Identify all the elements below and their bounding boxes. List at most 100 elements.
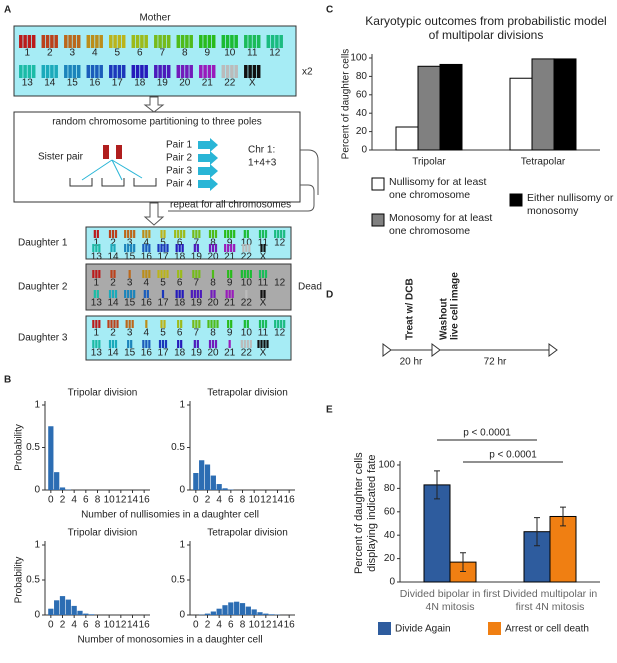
chromosome — [72, 35, 77, 48]
x-axis-label: Number of monosomies in a daughter cell — [77, 635, 262, 646]
bar — [531, 58, 555, 151]
chromosome — [117, 65, 122, 78]
chromosome — [117, 35, 122, 48]
chromosome-label: 12 — [269, 48, 281, 59]
chromosome — [54, 35, 58, 48]
chromosome — [225, 35, 230, 48]
chromosome — [224, 230, 227, 238]
chromosome — [113, 320, 116, 328]
chromosome — [164, 340, 168, 348]
chromosome-label: 14 — [44, 78, 56, 89]
chromosome-label: 16 — [141, 348, 153, 359]
chromosome — [160, 320, 163, 328]
bar — [222, 488, 228, 490]
y-axis-label: Percent of daughter cells displaying ind… — [352, 451, 378, 574]
x-tick-label: 12 — [260, 620, 272, 631]
chromosome — [192, 320, 195, 328]
chromosome — [64, 35, 68, 48]
daughter-label: Daughter 2 — [18, 282, 68, 293]
bar — [193, 473, 199, 490]
panel-label: D — [326, 290, 333, 301]
chromosome-label: 20 — [207, 252, 219, 263]
chromosome-label: 19 — [191, 348, 203, 359]
chromosome — [246, 340, 249, 348]
chromosome — [198, 270, 201, 278]
chromosome-label: 10 — [241, 328, 253, 339]
chromosome — [148, 230, 151, 238]
chromosome — [135, 35, 140, 48]
chromosome — [68, 35, 72, 48]
chromosome — [128, 270, 131, 278]
y-tick-label: 60 — [356, 89, 368, 100]
chromosome — [145, 320, 148, 328]
chromosome-label: X — [249, 78, 256, 89]
chromosome-label: 18 — [134, 78, 146, 89]
chromosome — [50, 35, 54, 48]
chromosome — [140, 35, 144, 48]
chromosome-label: 18 — [174, 298, 186, 309]
y-tick-label: 80 — [356, 71, 368, 82]
chromosome — [228, 340, 231, 348]
chromosome-label: 7 — [194, 328, 200, 339]
chromosome — [246, 230, 249, 238]
chromosome — [145, 270, 148, 278]
chromosome-label: 1 — [94, 238, 100, 249]
chromosome — [163, 320, 166, 328]
chromosome-label: 15 — [124, 298, 136, 309]
x-tick-label: 2 — [60, 620, 66, 631]
chromosome — [154, 65, 158, 78]
chromosome — [210, 320, 213, 328]
chromosome-label: 2 — [110, 278, 116, 289]
x-tick-label: 8 — [95, 620, 101, 631]
bar — [54, 600, 60, 615]
y-tick-label: 40 — [384, 530, 396, 541]
bar — [395, 126, 419, 151]
chromosome — [195, 230, 198, 238]
chromosome-label: 22 — [224, 78, 236, 89]
chromosome-label: X — [260, 252, 267, 263]
x-tick-label: Tetrapolar — [521, 157, 566, 168]
chromosome — [207, 65, 212, 78]
chromosome — [263, 290, 266, 298]
y-tick-label: 0.5 — [26, 442, 40, 453]
chromosome — [166, 270, 169, 278]
chromosome — [31, 35, 36, 48]
chromosome — [133, 244, 136, 252]
y-tick-label: 0.5 — [171, 442, 185, 453]
chromosome — [192, 270, 195, 278]
chromosome — [244, 35, 248, 48]
repeat-label: repeat for all chromosomes — [170, 200, 291, 211]
bar — [228, 602, 234, 615]
chromosome — [72, 65, 77, 78]
chromosome — [178, 244, 181, 252]
chromosome — [270, 35, 275, 48]
panel-label: A — [4, 5, 11, 16]
chromosome — [177, 320, 180, 328]
chromosome — [127, 290, 130, 298]
chromosome-label: 9 — [204, 48, 210, 59]
chromosome — [256, 35, 261, 48]
chromosome — [224, 244, 227, 252]
chromosome — [195, 320, 198, 328]
chromosome — [98, 320, 101, 328]
chromosome — [214, 230, 218, 238]
chromosome — [264, 320, 268, 328]
chromosome — [203, 65, 207, 78]
chromosome — [41, 65, 46, 78]
loop-arrow — [168, 149, 319, 212]
chromosome — [245, 244, 248, 252]
chromosome — [246, 320, 249, 328]
bar — [54, 472, 60, 490]
x-tick-label: 16 — [284, 495, 296, 506]
chromosome-label: 17 — [157, 348, 169, 359]
chromosome — [174, 230, 177, 238]
chromosome — [27, 65, 32, 78]
daughter-box — [85, 315, 292, 361]
chromosome — [99, 35, 103, 48]
chromosome — [157, 244, 160, 252]
y-tick-label: 60 — [384, 506, 396, 517]
chromosome-label: 19 — [191, 252, 203, 263]
chromosome — [130, 244, 133, 252]
chromosome-label: 12 — [274, 328, 286, 339]
